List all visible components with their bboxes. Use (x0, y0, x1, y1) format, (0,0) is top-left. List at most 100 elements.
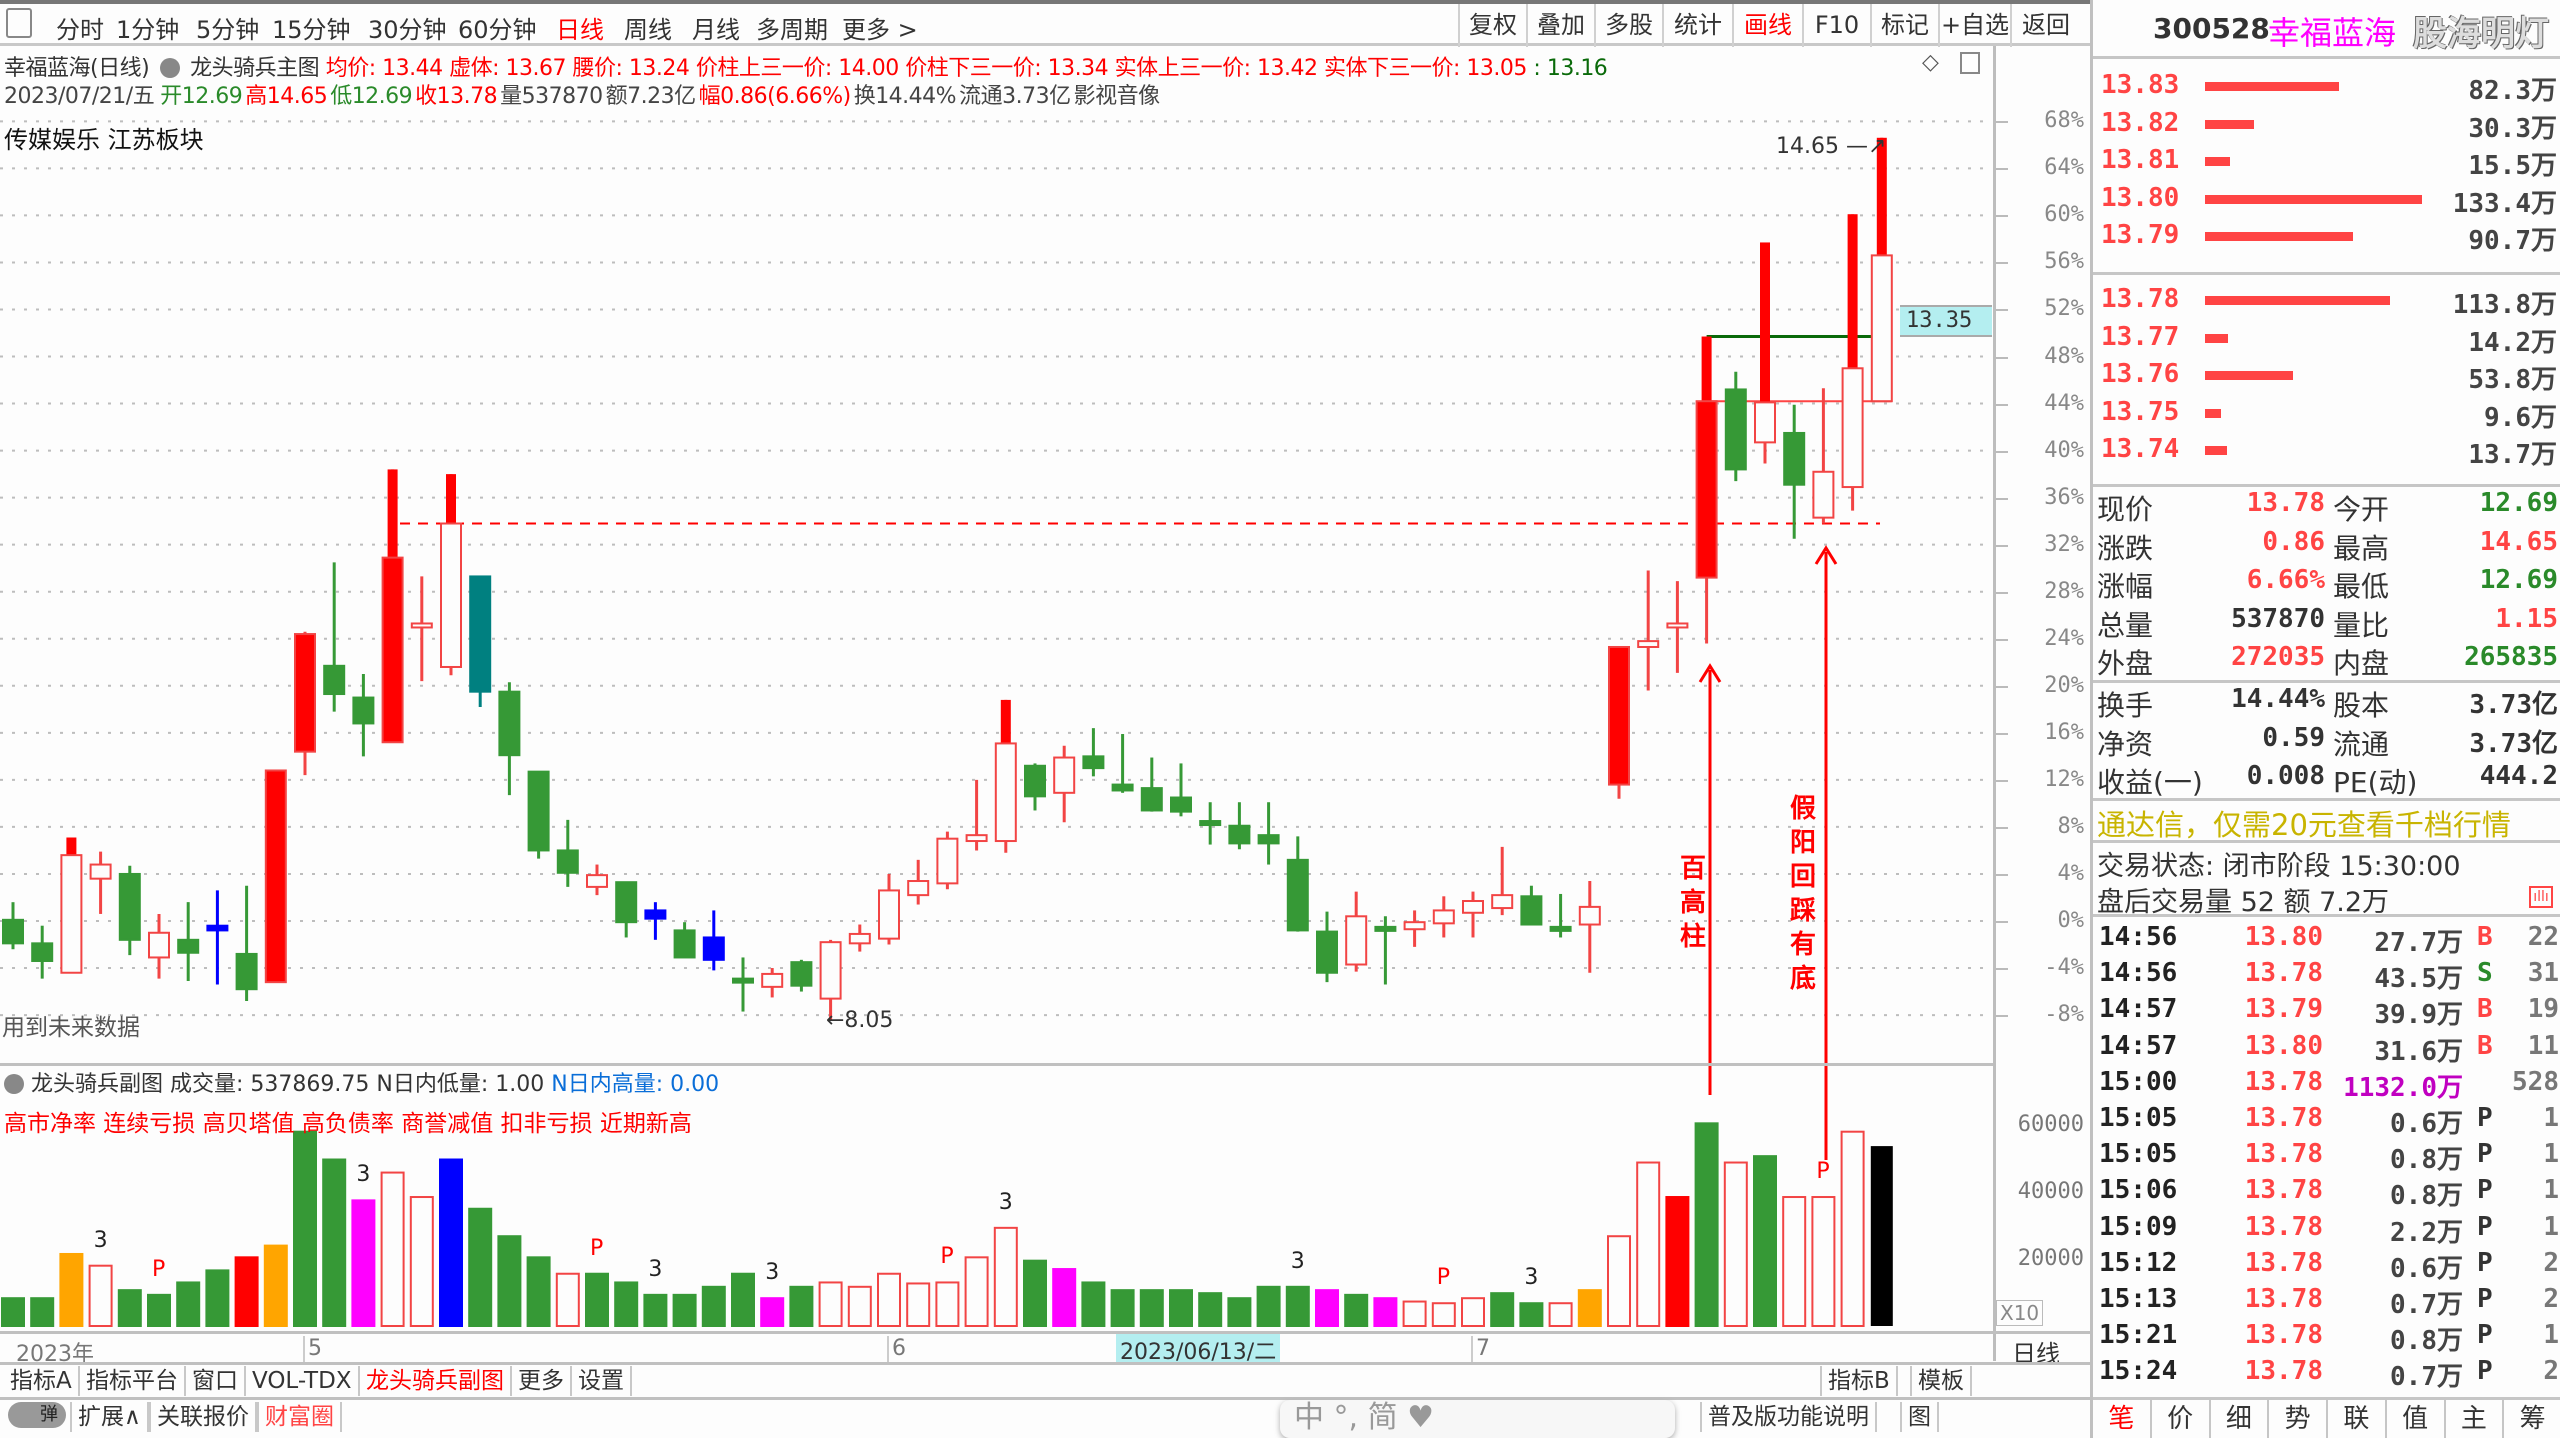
panel-toggle-icon[interactable] (6, 8, 32, 38)
subchart-divider (0, 1063, 1993, 1066)
toolbar-button-0[interactable]: 复权 (1458, 4, 1526, 47)
toolbar-button-2[interactable]: 多股 (1594, 4, 1662, 47)
period-tab-9[interactable]: 多周期 (756, 16, 828, 44)
bottom-tab-6[interactable]: 设置 (572, 1366, 632, 1396)
bottom-right-tab-0[interactable]: 指标B (1820, 1366, 1898, 1396)
volume-bar (1548, 1302, 1573, 1327)
ytick-mark (1996, 779, 2008, 782)
period-tab-0[interactable]: 分时 (56, 16, 104, 44)
order-volume: 13.7万 (2468, 440, 2557, 470)
promo-text[interactable]: 通达信，仅需20元查看千档行情 (2097, 808, 2511, 842)
volume-bar (263, 1244, 288, 1327)
candle (1637, 570, 1660, 691)
candle-body (264, 769, 287, 984)
bottom-link-2[interactable]: 财富圈 (257, 1402, 342, 1432)
period-tab-1[interactable]: 1分钟 (116, 16, 180, 44)
tick-volume: 2.2万 (2390, 1217, 2463, 1248)
period-tab-5[interactable]: 60分钟 (458, 16, 537, 44)
ime-toolbar[interactable]: 中 °, 简 ♥ (1280, 1400, 1675, 1438)
candle-body (177, 938, 200, 954)
chart-header: 幸福蓝海(日线) 龙头骑兵主图 均价: 13.44 虚体: 13.67 腰价: … (4, 50, 1608, 82)
volume-bar (1461, 1297, 1485, 1327)
panel-tab-1[interactable]: 价 (2152, 1400, 2211, 1438)
period-tab-10[interactable]: 更多 > (842, 16, 918, 44)
candle-upper-shadow (446, 474, 456, 524)
panel-tab-4[interactable]: 联 (2328, 1400, 2387, 1438)
period-tab-6[interactable]: 日线 (556, 16, 604, 44)
volume-bar (1519, 1302, 1544, 1327)
tick-price: 13.80 (2244, 922, 2323, 952)
toolbar-button-1[interactable]: 叠加 (1526, 4, 1594, 47)
bottom-tab-2[interactable]: 窗口 (186, 1366, 246, 1396)
tick-time: 14:56 (2099, 922, 2178, 952)
subchart-title[interactable]: 龙头骑兵副图 (31, 1072, 164, 1097)
panel-tab-5[interactable]: 值 (2387, 1400, 2446, 1438)
bottom-tab-3[interactable]: VOL-TDX (246, 1366, 360, 1396)
ytick-label: 44% (2044, 390, 2084, 416)
candle (1140, 757, 1163, 812)
candle-body (1111, 783, 1134, 792)
candle (410, 576, 433, 682)
candle (1024, 763, 1046, 811)
ytick-label: 20% (2044, 672, 2084, 698)
tick-time: 15:21 (2099, 1320, 2178, 1351)
stat-value: 12.69 (2479, 488, 2558, 518)
toolbar-button-6[interactable]: 标记 (1870, 4, 1938, 47)
period-tab-2[interactable]: 5分钟 (196, 16, 260, 44)
skin-icon[interactable]: ♥ (1407, 1400, 1435, 1435)
toolbar-button-7[interactable]: +自选 (1938, 4, 2010, 47)
kline-chart[interactable] (0, 0, 1993, 1365)
bottom-right-link-1[interactable]: 图 (1900, 1402, 1939, 1432)
stat-label: 内盘 (2333, 647, 2390, 680)
period-tab-7[interactable]: 周线 (624, 16, 672, 44)
popup-toggle[interactable]: 弹 (8, 1402, 66, 1428)
stat-value: 272035 (2231, 642, 2325, 672)
diamond-icon[interactable]: ◇ (1922, 50, 1939, 75)
window-toggle-icon[interactable] (1960, 52, 1980, 74)
bottom-tab-0[interactable]: 指标A (4, 1366, 80, 1396)
candle (235, 885, 258, 1001)
tick-time: 15:09 (2099, 1211, 2178, 1242)
volume-bar (1870, 1146, 1893, 1326)
period-tab-8[interactable]: 月线 (692, 16, 740, 44)
ohlc-item: 影视音像 (1073, 84, 1161, 109)
volume-bar (293, 1130, 317, 1327)
indicator-dropdown-icon[interactable] (159, 58, 180, 78)
indicator-name[interactable]: 龙头骑兵主图 (190, 56, 320, 81)
candle-body (1754, 401, 1776, 444)
bottom-link-0[interactable]: 扩展∧ (70, 1402, 149, 1432)
tick-row: 15:13 13.78 0.7万 P 2 (2093, 1284, 2560, 1320)
tick-row: 15:21 13.78 0.8万 P 1 (2093, 1320, 2560, 1356)
candle (469, 575, 492, 707)
price: 13.80 (2101, 182, 2180, 213)
order-volume: 133.4万 (2452, 188, 2557, 219)
panel-tab-7[interactable]: 筹 (2504, 1400, 2560, 1438)
candle (352, 674, 375, 757)
bottom-tab-1[interactable]: 指标平台 (80, 1366, 186, 1396)
ytick-mark (1996, 638, 2008, 641)
panel-tab-2[interactable]: 细 (2211, 1400, 2270, 1438)
panel-tab-0[interactable]: 笔 (2093, 1400, 2152, 1438)
tick-row: 14:57 13.79 39.9万 B 19 (2093, 994, 2560, 1030)
subchart-dropdown-icon[interactable] (4, 1074, 24, 1094)
candle (527, 770, 550, 859)
bottom-tab-5[interactable]: 更多 (512, 1366, 572, 1396)
bottom-right-tab-1[interactable]: 模板 (1910, 1366, 1972, 1396)
period-tab-4[interactable]: 30分钟 (368, 16, 447, 44)
toolbar-button-4[interactable]: 画线 (1732, 4, 1802, 47)
panel-tab-3[interactable]: 势 (2269, 1400, 2328, 1438)
toolbar-button-8[interactable]: 返回 (2010, 4, 2080, 47)
toolbar-button-5[interactable]: F10 (1802, 4, 1870, 47)
stat-label: 股本 (2333, 689, 2390, 722)
ask-row: 13.80 133.4万 (2093, 183, 2560, 219)
panel-tab-6[interactable]: 主 (2446, 1400, 2505, 1438)
bottom-link-1[interactable]: 关联报价 (149, 1402, 257, 1432)
stat-value: 3.73亿 (2469, 690, 2558, 720)
bottom-tab-4[interactable]: 龙头骑兵副图 (360, 1366, 512, 1396)
chart-icon[interactable]: ıllı (2529, 886, 2553, 908)
toolbar-button-3[interactable]: 统计 (1662, 4, 1732, 47)
tick-side: P (2477, 1139, 2493, 1170)
bottom-right-link-0[interactable]: 普及版功能说明 (1700, 1402, 1877, 1432)
period-tab-3[interactable]: 15分钟 (272, 16, 351, 44)
price: 13.78 (2101, 284, 2180, 314)
